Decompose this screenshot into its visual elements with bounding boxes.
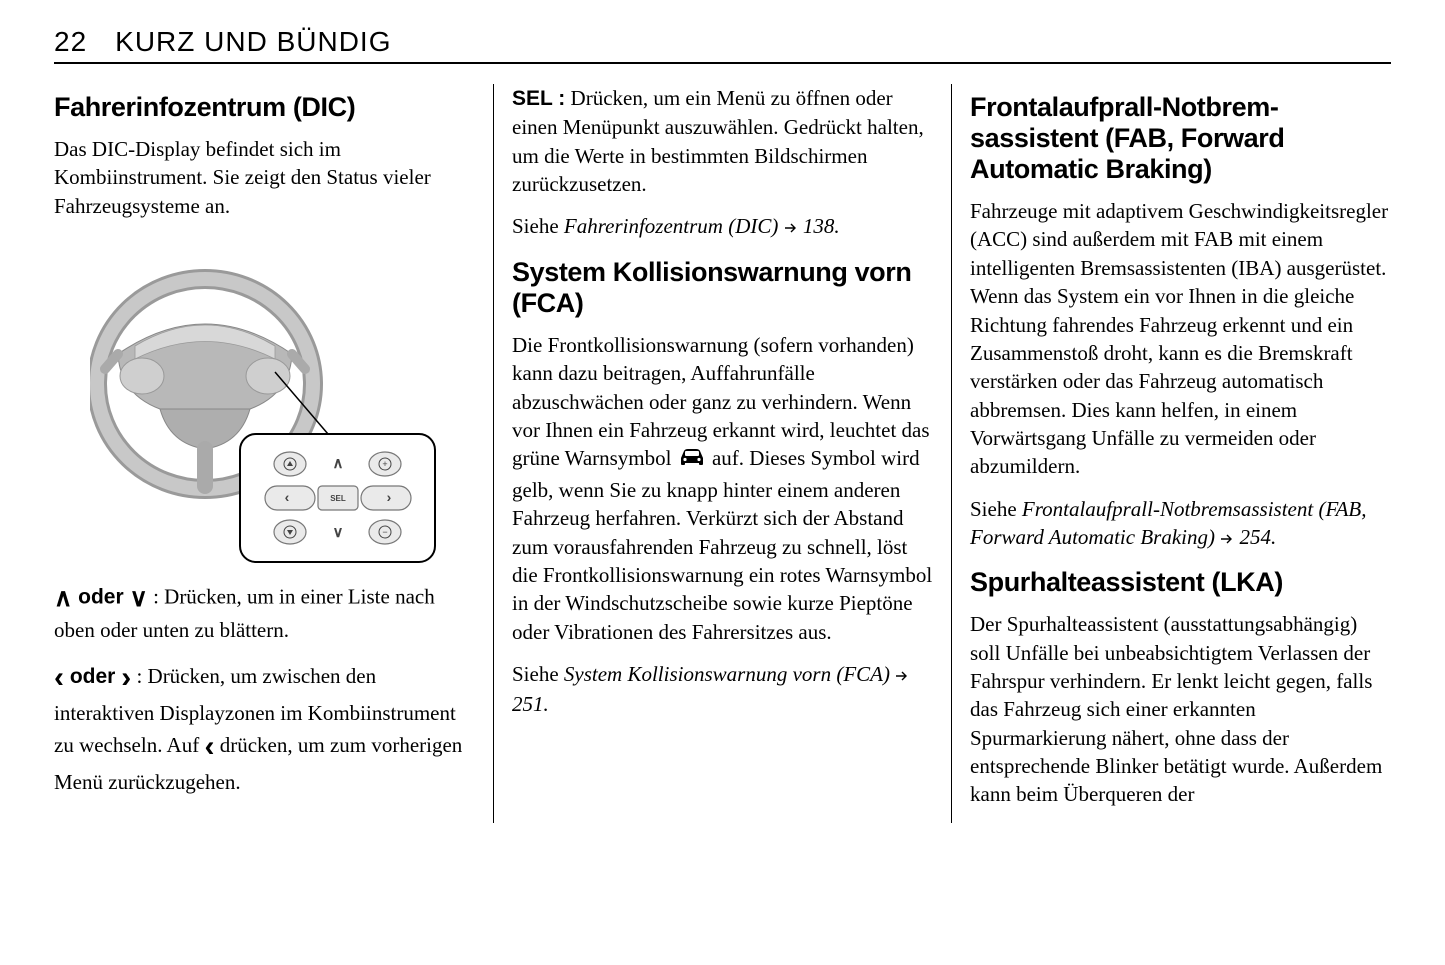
page-header: 22 KURZ UND BÜNDIG	[54, 26, 1391, 64]
siehe-label-2: Siehe	[512, 662, 564, 686]
dic-intro: Das DIC-Display befindet sich im Kombiin…	[54, 135, 475, 220]
sel-text: Drücken, um ein Menü zu öffnen oder eine…	[512, 86, 924, 196]
dic-ref-page: 138.	[798, 214, 840, 238]
svg-text:∧: ∧	[332, 455, 343, 472]
heading-fab: Frontalaufprall-Notbrem­sassistent (FAB,…	[970, 92, 1391, 185]
control-panel-detail: ∧ ∨ + − ‹ SEL ›	[240, 434, 435, 562]
svg-text:−: −	[382, 527, 387, 537]
siehe-label-1: Siehe	[512, 214, 564, 238]
caret-left-icon-2: ‹	[204, 727, 214, 768]
caret-left-icon: ‹	[54, 658, 64, 699]
heading-lka: Spurhalteassistent (LKA)	[970, 567, 1391, 598]
svg-text:+: +	[382, 459, 387, 469]
siehe-label-3: Siehe	[970, 497, 1022, 521]
page-number: 22	[54, 26, 87, 58]
page-ref-arrow-icon-3	[1220, 525, 1234, 553]
heading-fca: System Kollisionswarnung vorn (FCA)	[512, 257, 933, 319]
svg-text:∨: ∨	[332, 524, 343, 541]
column-3: Frontalaufprall-Notbrem­sassistent (FAB,…	[951, 84, 1391, 823]
heading-dic: Fahrerinfozentrum (DIC)	[54, 92, 475, 123]
lka-body: Der Spurhalteassistent (ausstattungs­abh…	[970, 610, 1391, 808]
caret-down-icon: ∨	[130, 582, 148, 616]
fca-ref-italic: System Kollisionswarnung vorn (FCA)	[564, 662, 890, 686]
fab-ref-italic: Frontalaufprall-Notbremsassistent (FAB, …	[970, 497, 1366, 549]
vehicle-ahead-icon	[677, 445, 707, 476]
section-title: KURZ UND BÜNDIG	[115, 26, 391, 58]
svg-text:SEL: SEL	[330, 494, 346, 503]
page-ref-arrow-icon	[784, 214, 798, 242]
fca-text-b: auf. Dieses Symbol wird gelb, wenn Sie z…	[512, 446, 932, 644]
steering-wheel-illustration: ∧ ∨ + − ‹ SEL ›	[90, 234, 440, 564]
up-down-instruction: ∧ oder ∨ : Drücken, um in einer Liste na…	[54, 582, 475, 644]
svg-text:›: ›	[386, 489, 391, 505]
dic-crossref: Siehe Fahrerinfozentrum (DIC) 138.	[512, 212, 933, 242]
fca-crossref: Siehe System Kollisionswarnung vorn (FCA…	[512, 660, 933, 719]
sel-label: SEL :	[512, 87, 565, 110]
fab-ref-page: 254.	[1234, 525, 1276, 549]
caret-right-icon: ›	[121, 658, 131, 699]
oder-label-1: oder	[72, 586, 129, 609]
page-ref-arrow-icon-2	[895, 662, 909, 690]
column-2: SEL : Drücken, um ein Menü zu öffnen ode…	[493, 84, 951, 823]
oder-label-2: oder	[64, 665, 121, 688]
fab-crossref: Siehe Frontalaufprall-Notbremsassistent …	[970, 495, 1391, 554]
sel-instruction: SEL : Drücken, um ein Menü zu öffnen ode…	[512, 84, 933, 198]
content-columns: Fahrerinfozentrum (DIC) Das DIC-Display …	[54, 84, 1391, 823]
fca-ref-page: 251.	[512, 692, 549, 716]
dic-ref-italic: Fahrerinfozentrum (DIC)	[564, 214, 778, 238]
left-right-instruction: ‹ oder › : Drücken, um zwischen den inte…	[54, 658, 475, 796]
fab-body: Fahrzeuge mit adaptivem Geschwin­digkeit…	[970, 197, 1391, 480]
svg-text:‹: ‹	[284, 489, 289, 505]
caret-up-icon: ∧	[54, 582, 72, 616]
column-1: Fahrerinfozentrum (DIC) Das DIC-Display …	[54, 84, 493, 823]
fca-body: Die Frontkollisionswarnung (sofern vorha…	[512, 331, 933, 646]
manual-page: 22 KURZ UND BÜNDIG Fahrerinfozentrum (DI…	[0, 0, 1445, 843]
